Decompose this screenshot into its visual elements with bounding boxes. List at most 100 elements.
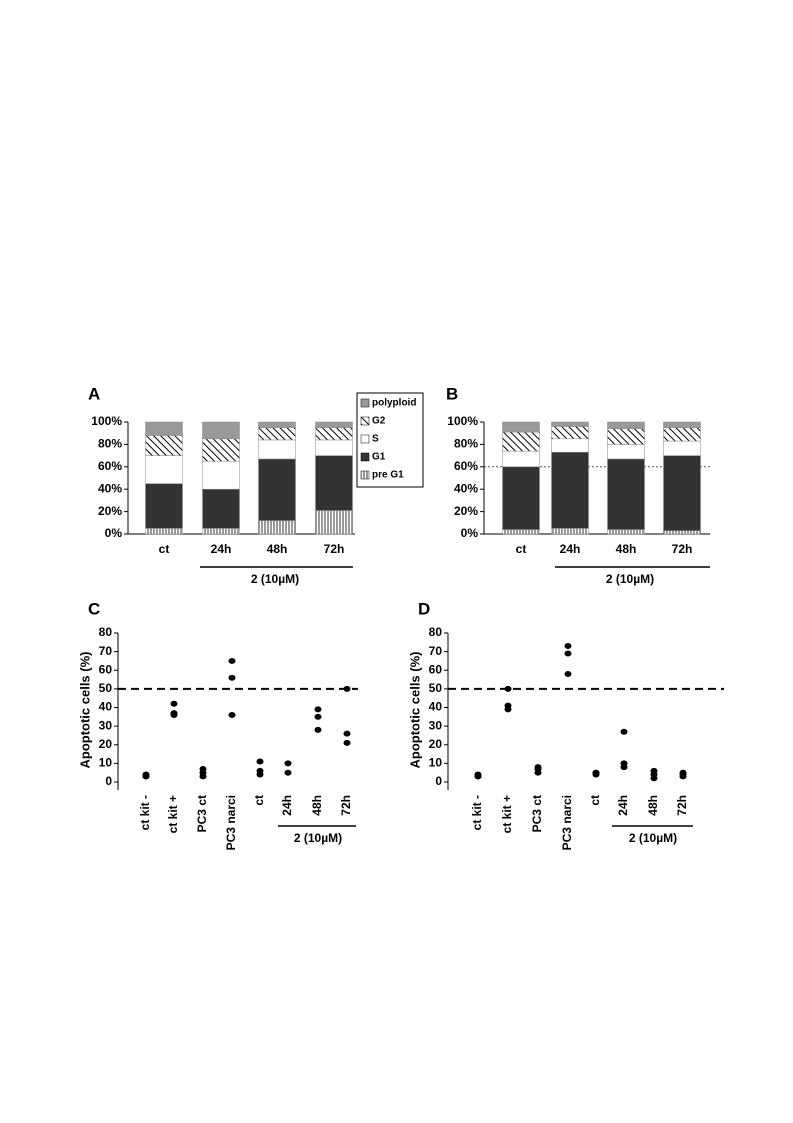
x-tick-label: PC3 narci	[224, 795, 238, 850]
y-tick-label: 10	[429, 756, 443, 770]
data-point	[592, 769, 600, 776]
data-point	[504, 685, 512, 692]
data-point	[650, 767, 658, 774]
y-tick-label: 50	[99, 681, 113, 695]
y-tick-label: 80	[429, 625, 443, 639]
bar-segment	[258, 439, 296, 460]
x-tick-label: ct kit -	[470, 795, 484, 830]
data-point	[534, 764, 542, 771]
panel-letter: B	[446, 384, 458, 403]
y-tick-label: 20%	[98, 504, 122, 518]
x-tick-label: 72h	[339, 795, 353, 816]
y-tick-label: 60%	[454, 459, 478, 473]
data-point	[314, 726, 322, 733]
data-point	[170, 710, 178, 717]
x-tick-label: ct	[516, 542, 527, 556]
y-tick-label: 40	[429, 700, 443, 714]
bar-segment	[663, 440, 701, 456]
y-tick-label: 0	[105, 774, 112, 788]
legend-swatch	[360, 416, 370, 426]
y-tick-label: 100%	[91, 414, 122, 428]
bar-segment	[145, 435, 183, 456]
data-point	[284, 760, 292, 767]
y-tick-label: 40	[99, 700, 113, 714]
data-point	[679, 769, 687, 776]
data-point	[343, 685, 351, 692]
x-tick-label: 24h	[211, 542, 232, 556]
legend-swatch	[360, 434, 370, 444]
bar-segment	[258, 520, 296, 535]
bar-segment	[663, 421, 701, 428]
bar-segment	[551, 528, 589, 535]
group-label: 2 (10µM)	[251, 572, 299, 586]
y-tick-label: 40%	[454, 481, 478, 495]
bar-segment	[607, 421, 645, 429]
y-tick-label: 0	[435, 774, 442, 788]
data-point	[564, 650, 572, 657]
y-tick-label: 20	[99, 737, 113, 751]
data-point	[504, 702, 512, 709]
x-tick-label: PC3 ct	[195, 795, 209, 832]
bar-segment	[202, 421, 240, 440]
x-tick-label: 24h	[616, 795, 630, 816]
x-tick-label: 48h	[267, 542, 288, 556]
y-tick-label: 80	[99, 625, 113, 639]
bar-segment	[551, 438, 589, 453]
bar-segment	[315, 421, 353, 428]
bar-segment	[663, 427, 701, 442]
data-point	[343, 730, 351, 737]
bar-segment	[145, 528, 183, 535]
data-point	[343, 739, 351, 746]
bar-segment	[607, 529, 645, 535]
x-tick-label: PC3 ct	[530, 795, 544, 832]
group-label: 2 (10µM)	[629, 831, 677, 845]
bar-segment	[607, 458, 645, 530]
bar-segment	[607, 428, 645, 445]
data-point	[564, 643, 572, 650]
bar-segment	[202, 460, 240, 490]
y-tick-label: 30	[429, 718, 443, 732]
x-tick-label: 48h	[616, 542, 637, 556]
y-tick-label: 100%	[447, 414, 478, 428]
legend-label: pre G1	[372, 470, 404, 481]
bar-segment	[315, 439, 353, 456]
y-tick-label: 60%	[98, 459, 122, 473]
legend-label: polyploid	[372, 398, 416, 409]
data-point	[284, 769, 292, 776]
y-tick-label: 80%	[454, 437, 478, 451]
bar-segment	[258, 458, 296, 521]
bar-segment	[502, 466, 540, 530]
data-point	[564, 670, 572, 677]
data-point	[474, 771, 482, 778]
data-point	[199, 765, 207, 772]
data-point	[228, 657, 236, 664]
bar-segment	[315, 455, 353, 511]
bar-segment	[502, 529, 540, 535]
x-tick-label: 48h	[310, 795, 324, 816]
bar-segment	[315, 427, 353, 441]
y-tick-label: 40%	[98, 481, 122, 495]
y-tick-label: 80%	[98, 437, 122, 451]
y-tick-label: 70	[99, 644, 113, 658]
x-tick-label: 48h	[646, 795, 660, 816]
bar-segment	[258, 427, 296, 441]
bar-segment	[663, 530, 701, 535]
bar-segment	[502, 421, 540, 433]
x-tick-label: 72h	[324, 542, 345, 556]
panel-letter: C	[88, 599, 100, 618]
bar-segment	[551, 451, 589, 529]
y-tick-label: 0%	[461, 526, 479, 540]
y-tick-label: 30	[99, 718, 113, 732]
x-tick-label: ct kit +	[166, 795, 180, 833]
x-tick-label: ct kit -	[138, 795, 152, 830]
panel-letter: A	[88, 384, 100, 403]
bar-segment	[202, 438, 240, 462]
y-tick-label: 60	[99, 662, 113, 676]
y-tick-label: 50	[429, 681, 443, 695]
legend-swatch	[360, 452, 370, 462]
data-point	[620, 728, 628, 735]
bar-segment	[551, 426, 589, 440]
legend-swatch	[360, 470, 370, 480]
bar-segment	[145, 483, 183, 529]
x-tick-label: ct	[252, 795, 266, 806]
